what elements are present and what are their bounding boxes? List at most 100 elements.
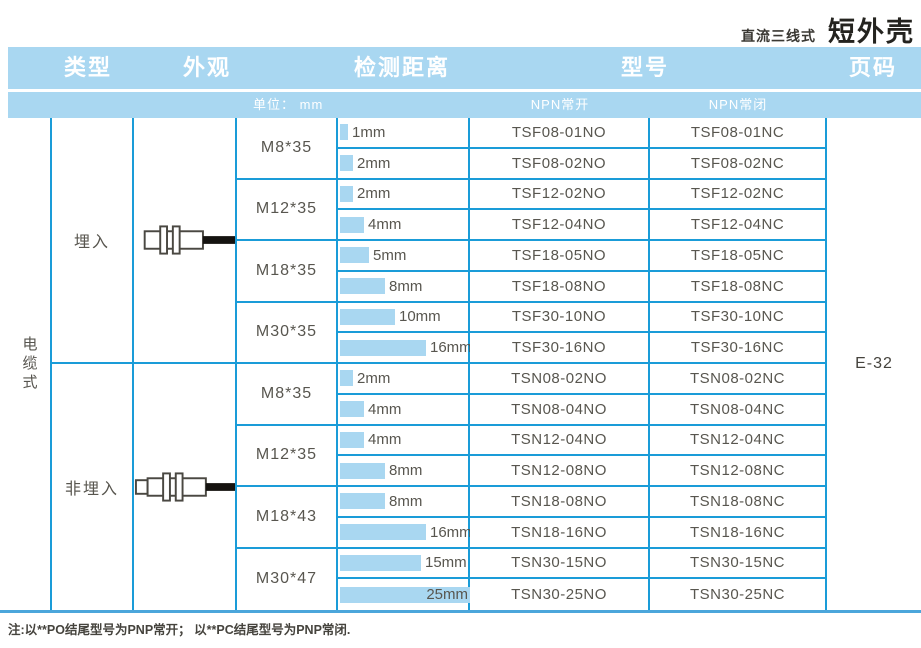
size-label: M12*35 <box>255 446 318 464</box>
model-npn-nc: TSN12-08NC <box>689 462 786 480</box>
distance-bar: 25mm <box>340 586 470 603</box>
model-npn-nc: TSF18-08NC <box>690 277 785 295</box>
distance-label: 8mm <box>389 277 423 295</box>
size-cell: M30*47 <box>237 548 338 610</box>
distance-bar <box>340 155 353 172</box>
model-npn-no-cell: TSN08-02NO <box>470 364 650 395</box>
model-npn-nc-cell: TSN12-04NC <box>650 425 827 457</box>
model-npn-no: TSN12-08NO <box>511 462 607 480</box>
model-npn-no: TSF18-05NO <box>511 246 607 264</box>
model-npn-nc-cell: TSN18-08NC <box>650 487 827 518</box>
model-npn-no-cell: TSF18-05NO <box>470 241 650 272</box>
distance-cell: 25mm <box>338 579 470 610</box>
model-npn-nc: TSN08-02NC <box>689 369 786 387</box>
distance-bar <box>340 524 426 541</box>
distance-bar <box>340 247 369 264</box>
size-label: M8*35 <box>260 384 313 402</box>
series-label: 直流三线式 <box>741 28 816 44</box>
size-label: M30*47 <box>255 570 318 588</box>
distance-cell: 2mm <box>338 179 470 211</box>
page-code-cell: E-32 <box>827 118 921 610</box>
model-npn-nc-cell: TSF30-16NC <box>650 333 827 364</box>
distance-cell: 4mm <box>338 210 470 241</box>
distance-cell: 15mm <box>338 548 470 580</box>
non-flush-sensor-drawing <box>134 472 235 502</box>
model-npn-no-cell: TSF18-08NO <box>470 271 650 303</box>
distance-cell: 16mm <box>338 333 472 364</box>
unit-label: 单位： mm <box>253 97 324 112</box>
size-cell: M8*35 <box>237 118 338 180</box>
model-npn-no: TSN18-16NO <box>511 523 607 541</box>
model-npn-no-cell: TSF12-02NO <box>470 179 650 211</box>
model-npn-no-cell: TSN18-16NO <box>470 517 650 549</box>
model-npn-nc-cell: TSN30-15NC <box>650 548 827 580</box>
distance-bar <box>340 431 364 448</box>
model-npn-no: TSF12-04NO <box>511 216 607 234</box>
distance-bar <box>340 462 385 479</box>
col-header-page: 页码 <box>848 55 898 80</box>
size-label: M18*43 <box>255 507 318 525</box>
distance-bar <box>340 401 364 418</box>
model-npn-nc: TSN30-25NC <box>689 586 786 604</box>
model-npn-nc-cell: TSN18-16NC <box>650 517 827 549</box>
distance-bar <box>340 339 426 356</box>
model-npn-nc-cell: TSN30-25NC <box>650 579 827 610</box>
distance-bar <box>340 278 385 295</box>
model-npn-nc: TSF18-05NC <box>690 246 785 264</box>
distance-bar <box>340 308 395 325</box>
model-npn-no-cell: TSF30-10NO <box>470 302 650 334</box>
model-npn-nc-cell: TSF30-10NC <box>650 302 827 334</box>
model-npn-no-cell: TSF08-02NO <box>470 148 650 180</box>
col-header-distance: 检测距离 <box>353 55 451 80</box>
product-table: 电缆式 E-32 埋入 M8*35 1mm TSF08-01NO TSF08-01NC 2… <box>8 118 921 610</box>
distance-label: 4mm <box>368 216 402 234</box>
col-header-model: 型号 <box>620 55 670 80</box>
model-npn-no: TSF30-16NO <box>511 339 607 357</box>
page-title-text: 短外壳 <box>828 17 915 47</box>
distance-bar <box>340 124 348 141</box>
footnote: 注:以**PO结尾型号为PNP常开； 以**PC结尾型号为PNP常闭. <box>8 623 351 637</box>
page-code: E-32 <box>855 355 893 372</box>
distance-bar <box>340 370 353 387</box>
model-npn-nc: TSF12-04NC <box>690 216 785 234</box>
subheader-npn-no: NPN常开 <box>530 97 590 112</box>
model-npn-no: TSF12-02NO <box>511 185 607 203</box>
distance-label: 2mm <box>357 185 391 203</box>
model-npn-nc-cell: TSN08-02NC <box>650 364 827 395</box>
distance-cell: 4mm <box>338 394 470 426</box>
model-npn-no-cell: TSN12-08NO <box>470 456 650 487</box>
appearance-cell <box>134 364 237 610</box>
table-bottom-rule <box>0 610 921 613</box>
distance-label: 1mm <box>352 123 386 141</box>
model-npn-no: TSN12-04NO <box>511 431 607 449</box>
model-npn-no-cell: TSF08-01NO <box>470 118 650 149</box>
distance-bar <box>340 493 385 510</box>
size-label: M18*35 <box>255 261 318 279</box>
distance-label: 15mm <box>425 554 467 572</box>
flush-sensor-drawing <box>143 225 235 255</box>
model-npn-nc: TSN30-15NC <box>689 554 786 572</box>
distance-label: 4mm <box>368 400 402 418</box>
table-header-band: 类型 外观 检测距离 型号 页码 <box>8 47 921 89</box>
model-npn-no: TSN30-25NO <box>511 586 607 604</box>
size-cell: M8*35 <box>237 364 338 426</box>
subheader-npn-nc: NPN常闭 <box>708 97 768 112</box>
model-npn-nc: TSN18-08NC <box>689 492 786 510</box>
distance-cell: 2mm <box>338 364 470 395</box>
distance-bar <box>340 554 421 571</box>
distance-label: 16mm <box>430 523 472 541</box>
model-npn-nc: TSF08-02NC <box>690 154 785 172</box>
distance-cell: 5mm <box>338 241 470 272</box>
distance-label: 8mm <box>389 492 423 510</box>
size-label: M30*35 <box>255 323 318 341</box>
mount-type-cell: 非埋入 <box>52 364 134 610</box>
model-npn-no: TSF08-01NO <box>511 123 607 141</box>
cable-type-label: 电缆式 <box>20 335 38 393</box>
table-subheader-band: 单位： mm NPN常开 NPN常闭 <box>8 92 921 118</box>
distance-cell: 2mm <box>338 148 470 180</box>
model-npn-nc-cell: TSF08-01NC <box>650 118 827 149</box>
col-header-type: 类型 <box>63 55 113 80</box>
distance-label: 10mm <box>399 308 441 326</box>
appearance-cell <box>134 118 237 364</box>
model-npn-nc-cell: TSN08-04NC <box>650 394 827 426</box>
